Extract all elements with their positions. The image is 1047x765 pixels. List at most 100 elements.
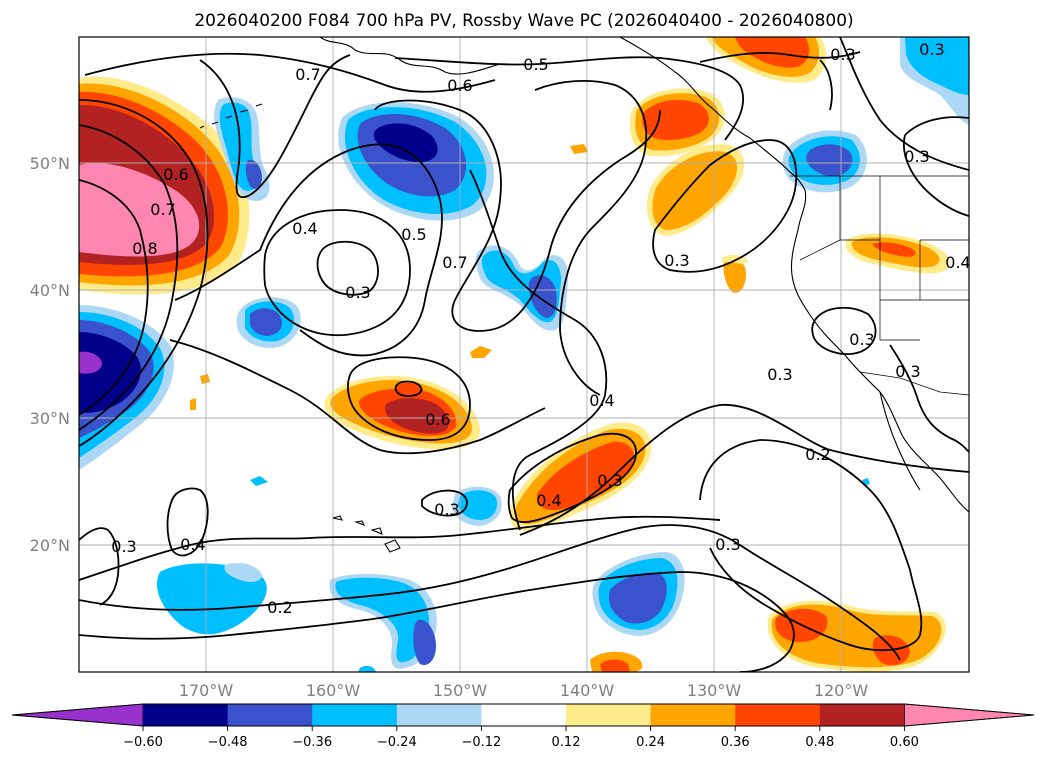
colorbar-segment (312, 704, 398, 726)
shade-southwest-negative-light (224, 563, 262, 583)
contour-label: 0.5 (401, 225, 426, 244)
colorbar-segment (396, 704, 482, 726)
contour-0.3-ak (699, 37, 969, 171)
contour-label: 0.3 (597, 471, 622, 490)
contour-label: 0.3 (767, 365, 792, 384)
contour-0.2-south (79, 524, 901, 661)
contour-label: 0.3 (434, 500, 459, 519)
longitude-labels: 170°W 160°W 150°W 140°W 130°W 120°W (179, 681, 869, 700)
contour-labels: 0.7 0.6 0.5 0.3 0.3 0.6 0.7 0.8 0.4 0.3 … (111, 40, 970, 617)
shade-south-negative-cyan (335, 577, 430, 663)
state-borders (799, 176, 969, 341)
hawaii-islands (332, 515, 401, 553)
alaska-coast (319, 37, 806, 191)
contour-label: 0.3 (919, 40, 944, 59)
colorbar-extend-high (904, 703, 1035, 727)
shade-central-positive-red-top (394, 382, 424, 396)
colorbar-tick-label: 0.36 (721, 735, 750, 750)
contour-0.2-east (519, 404, 969, 536)
contour-label: 0.4 (536, 491, 561, 510)
shade-offshore-small-positive (723, 259, 746, 293)
contour-0.8 (79, 179, 149, 416)
contour-0.6-west (79, 99, 209, 447)
shade-west-negative-purple (79, 351, 102, 374)
lon-label-120w: 120°W (814, 681, 869, 700)
contour-label: 0.2 (805, 445, 830, 464)
contour-label: 0.5 (523, 55, 548, 74)
contour-0.4-ring (263, 209, 411, 336)
shade-tiny-negative-d (358, 665, 376, 672)
shade-mid-positive-red (536, 441, 634, 511)
colorbar-segment (566, 704, 652, 726)
shade-tiny-positive-d (570, 144, 588, 154)
map-panel: 0.7 0.6 0.5 0.3 0.3 0.6 0.7 0.8 0.4 0.3 … (78, 36, 970, 673)
colorbar-tick-label: −0.36 (292, 735, 332, 750)
contour-0.4-sw (166, 487, 209, 557)
contour-0.3-inland (811, 306, 877, 355)
contour-0.6-top (84, 52, 496, 93)
contour-0.5-mid (174, 143, 443, 357)
shade-small-negative-b-medium (250, 308, 282, 336)
shade-small-negative-c-cyan (458, 490, 498, 520)
lon-label-140w: 140°W (560, 681, 615, 700)
baja-coast (879, 391, 921, 491)
colorbar: −0.60 −0.48 −0.36 −0.24 −0.12 0.12 0.24 0.36 0.4… (11, 703, 1035, 750)
coastlines (199, 37, 969, 553)
contour-0.7-top (199, 54, 351, 199)
lon-label-160w: 160°W (306, 681, 361, 700)
contour-small-30N (394, 380, 423, 397)
pv-contours (79, 37, 969, 672)
contour-0.6-east (534, 79, 648, 396)
lat-label-30n: 30°N (30, 409, 70, 428)
contour-0.4-east (469, 169, 608, 531)
colorbar-tick-label: 0.24 (636, 735, 665, 750)
contour-0.3-hawaii (421, 489, 468, 517)
contour-0.5-top (394, 56, 745, 141)
shade-goa-positive-red (642, 99, 709, 141)
shade-se-negative-medium (608, 572, 667, 624)
shade-small-positive-a (470, 346, 492, 358)
contour-0.7-west (79, 124, 179, 431)
contour-0.7-mid (374, 99, 661, 332)
contour-label: 0.4 (180, 535, 205, 554)
west-coast (790, 189, 969, 513)
contour-label: 0.3 (345, 283, 370, 302)
shade-offshore-positive-orange (652, 151, 738, 230)
shade-small-negative-a-medium (245, 159, 262, 189)
shade-south-negative-medium (413, 619, 436, 666)
contour-0.2-low (79, 571, 795, 672)
lat-label-20n: 20°N (30, 536, 70, 555)
colorbar-tick-label: −0.48 (208, 735, 248, 750)
lon-label-130w: 130°W (687, 681, 742, 700)
contour-label: 0.3 (830, 45, 855, 64)
colorbar-segment (143, 704, 229, 726)
contour-label: 0.8 (132, 239, 157, 258)
contour-0.3-coast (652, 139, 798, 273)
lat-label-40n: 40°N (30, 281, 70, 300)
contour-label: 0.7 (442, 253, 467, 272)
contour-0.3-ring (316, 240, 379, 296)
contour-label: 0.3 (111, 537, 136, 556)
contour-0.3-south (79, 515, 721, 581)
contour-label: 0.3 (895, 362, 920, 381)
shade-west-positive-pink (79, 163, 200, 257)
contour-label: 0.4 (589, 391, 614, 410)
colorbar-segment (481, 704, 567, 726)
shade-s-positive-bottom-red (600, 659, 630, 672)
colorbar-segment (650, 704, 736, 726)
lon-label-170w: 170°W (179, 681, 234, 700)
contour-0.4-mid-pos (507, 432, 637, 523)
contour-label: 0.4 (945, 253, 970, 272)
contour-label: 0.6 (447, 76, 472, 95)
contour-0.3-se (699, 439, 923, 652)
shade-central-positive-darkred (384, 398, 449, 434)
aleutian-islands (199, 103, 263, 129)
contour-label: 0.3 (715, 535, 740, 554)
contour-label: 0.7 (150, 200, 175, 219)
shade-ne-negative-cyan (905, 37, 969, 95)
colorbar-segment (735, 704, 821, 726)
colorbar-tick-label: 0.48 (805, 735, 834, 750)
contour-label: 0.6 (163, 165, 188, 184)
contour-label: 0.3 (664, 251, 689, 270)
